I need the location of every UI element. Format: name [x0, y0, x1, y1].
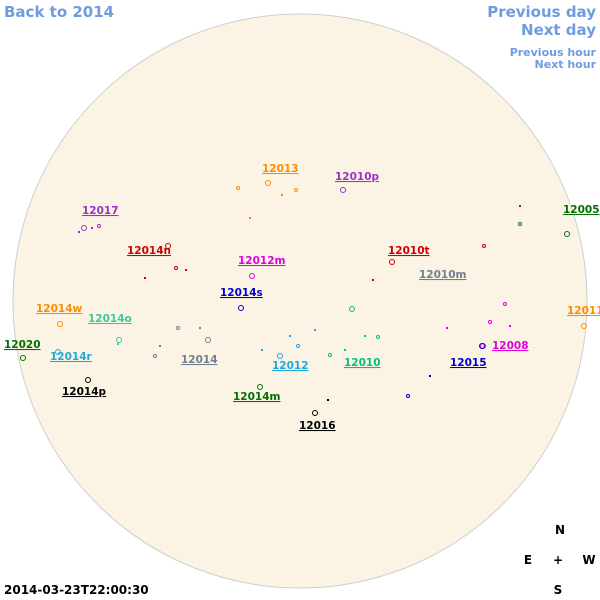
sunspot: [257, 384, 263, 390]
region-label[interactable]: 12017: [82, 205, 119, 217]
region-label[interactable]: 12013: [262, 163, 299, 175]
sunspot: [238, 305, 244, 311]
sunspot: [364, 335, 366, 337]
sunspot: [205, 337, 211, 343]
sunspot: [312, 410, 318, 416]
sunspot: [446, 327, 448, 329]
back-link[interactable]: Back to 2014: [4, 3, 114, 21]
sunspot: [159, 345, 161, 347]
compass-north: N: [555, 523, 565, 537]
compass-center: +: [553, 553, 563, 567]
region-label[interactable]: 12014w: [36, 303, 83, 315]
region-label[interactable]: 12014n: [127, 245, 171, 257]
sunspot: [78, 231, 80, 233]
sunspot: [277, 353, 283, 359]
sunspot: [429, 375, 431, 377]
sunspot: [199, 327, 201, 329]
sunspot: [509, 325, 511, 327]
sunspot: [372, 279, 374, 281]
region-label[interactable]: 12010m: [419, 269, 467, 281]
region-label[interactable]: 12005: [563, 204, 600, 216]
next-hour-link[interactable]: Next hour: [535, 58, 597, 71]
region-label[interactable]: 12015: [450, 357, 487, 369]
sunspot: [265, 180, 271, 186]
sunspot: [327, 399, 329, 401]
sunspot: [91, 227, 93, 229]
sunspot: [116, 337, 122, 343]
sunspot: [249, 217, 251, 219]
sunspot: [55, 349, 61, 355]
compass-south: S: [554, 583, 563, 597]
sunspot: [314, 329, 316, 331]
region-label[interactable]: 12012m: [238, 255, 286, 267]
sunspot: [349, 306, 355, 312]
compass-east: E: [524, 553, 532, 567]
sunspot: [81, 225, 87, 231]
sunspot: [153, 354, 157, 358]
sunspot: [97, 224, 101, 228]
sunspot: [564, 231, 570, 237]
region-label[interactable]: 12010t: [388, 245, 430, 257]
sunspot: [174, 266, 178, 270]
sunspot: [296, 344, 300, 348]
region-label[interactable]: 12016: [299, 420, 336, 432]
region-label[interactable]: 12014r: [50, 351, 93, 363]
sunspot: [176, 326, 180, 330]
region-label[interactable]: 12014p: [62, 386, 107, 398]
sunspot: [57, 321, 63, 327]
sunspot: [479, 343, 485, 349]
sunspot: [406, 394, 410, 398]
sunspot: [328, 353, 332, 357]
solar-disk: [12, 13, 588, 589]
timestamp: 2014-03-23T22:00:30: [4, 583, 149, 597]
sunspot: [165, 243, 171, 249]
region-label[interactable]: 12020: [4, 339, 41, 351]
previous-hour-link[interactable]: Previous hour: [510, 46, 597, 59]
compass-west: W: [582, 553, 595, 567]
region-label[interactable]: 12014m: [233, 391, 281, 403]
region-label[interactable]: 12014o: [88, 313, 132, 325]
sunspot: [185, 269, 187, 271]
sunspot: [85, 377, 91, 383]
region-label[interactable]: 12011: [567, 305, 600, 317]
region-label[interactable]: 12010p: [335, 171, 380, 183]
sunspot: [144, 277, 146, 279]
sunspot: [344, 349, 346, 351]
sunspot: [518, 222, 522, 226]
sunspot: [294, 188, 298, 192]
sunspot: [340, 187, 346, 193]
sunspot: [261, 349, 263, 351]
sunspot: [376, 335, 380, 339]
sunspot: [389, 259, 395, 265]
region-label[interactable]: 12014s: [220, 287, 263, 299]
sunspot: [289, 335, 291, 337]
sunspot: [236, 186, 240, 190]
sunspot: [482, 244, 486, 248]
previous-day-link[interactable]: Previous day: [487, 3, 596, 21]
region-label[interactable]: 12010: [344, 357, 381, 369]
sunspot: [503, 302, 507, 306]
sunspot: [249, 273, 255, 279]
sunspot: [117, 343, 119, 345]
region-label[interactable]: 12008: [492, 340, 529, 352]
sunspot: [281, 194, 283, 196]
sunspot: [519, 205, 521, 207]
sunspot: [20, 355, 26, 361]
next-day-link[interactable]: Next day: [521, 21, 596, 39]
sunspot: [581, 323, 587, 329]
region-label[interactable]: 12014: [181, 354, 218, 366]
region-label[interactable]: 12012: [272, 360, 309, 372]
sunspot: [488, 320, 492, 324]
